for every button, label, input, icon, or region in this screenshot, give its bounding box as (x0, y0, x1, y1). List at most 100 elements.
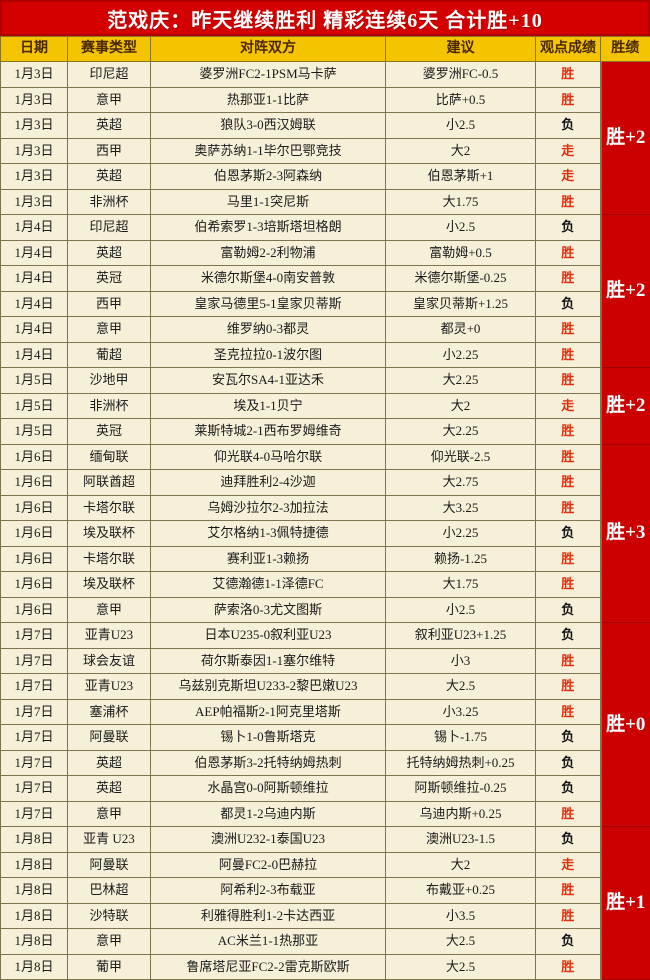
cell-type: 巴林超 (68, 878, 151, 904)
cell-advice: 小2.5 (386, 215, 536, 241)
cell-type: 西甲 (68, 291, 151, 317)
column-header-date[interactable]: 日期 (1, 37, 68, 62)
cell-advice: 大2.5 (386, 954, 536, 980)
cell-advice: 托特纳姆热刺+0.25 (386, 750, 536, 776)
cell-match: 艾尔格纳1-3佩特捷德 (151, 521, 386, 547)
cell-match: AEP帕福斯2-1阿克里塔斯 (151, 699, 386, 725)
cell-date: 1月5日 (1, 368, 68, 394)
cell-type: 意甲 (68, 87, 151, 113)
cell-advice: 大2.25 (386, 368, 536, 394)
column-header-advice[interactable]: 建议 (386, 37, 536, 62)
column-header-match[interactable]: 对阵双方 (151, 37, 386, 62)
cell-match: 荷尔斯泰因1-1塞尔维特 (151, 648, 386, 674)
cell-advice: 大1.75 (386, 572, 536, 598)
cell-type: 非洲杯 (68, 393, 151, 419)
cell-result: 负 (536, 521, 601, 547)
cell-type: 缅甸联 (68, 444, 151, 470)
cell-type: 葡超 (68, 342, 151, 368)
cell-advice: 大2 (386, 138, 536, 164)
cell-date: 1月8日 (1, 929, 68, 955)
cell-type: 卡塔尔联 (68, 495, 151, 521)
cell-result: 胜 (536, 674, 601, 700)
cell-result: 胜 (536, 801, 601, 827)
cell-result: 走 (536, 852, 601, 878)
cell-result: 负 (536, 113, 601, 139)
cell-type: 亚青U23 (68, 623, 151, 649)
cell-date: 1月4日 (1, 317, 68, 343)
cell-advice: 米德尔斯堡-0.25 (386, 266, 536, 292)
cell-type: 卡塔尔联 (68, 546, 151, 572)
cell-type: 英超 (68, 750, 151, 776)
cell-match: 阿曼FC2-0巴赫拉 (151, 852, 386, 878)
cell-result: 胜 (536, 240, 601, 266)
cell-streak: 胜+0 (601, 623, 650, 827)
column-header-streak[interactable]: 胜绩 (601, 37, 650, 62)
cell-result: 胜 (536, 189, 601, 215)
cell-date: 1月6日 (1, 572, 68, 598)
cell-result: 胜 (536, 62, 601, 88)
cell-date: 1月3日 (1, 87, 68, 113)
page-title: 范戏庆：昨天继续胜利 精彩连续6天 合计胜+10 (107, 4, 542, 33)
cell-result: 胜 (536, 954, 601, 980)
cell-type: 意甲 (68, 597, 151, 623)
cell-advice: 大2.5 (386, 674, 536, 700)
cell-type: 亚青 U23 (68, 827, 151, 853)
cell-match: 鲁席塔尼亚FC2-2雷克斯欧斯 (151, 954, 386, 980)
cell-date: 1月6日 (1, 521, 68, 547)
cell-advice: 小3 (386, 648, 536, 674)
cell-streak: 胜+2 (601, 215, 650, 368)
cell-streak: 胜+3 (601, 444, 650, 623)
cell-result: 胜 (536, 903, 601, 929)
cell-type: 意甲 (68, 317, 151, 343)
header-row: 日期 赛事类型 对阵双方 建议 观点成绩 胜绩 (1, 37, 650, 62)
cell-date: 1月6日 (1, 495, 68, 521)
cell-type: 西甲 (68, 138, 151, 164)
cell-advice: 阿斯顿维拉-0.25 (386, 776, 536, 802)
cell-result: 走 (536, 138, 601, 164)
cell-match: 日本U235-0叙利亚U23 (151, 623, 386, 649)
table-header: 日期 赛事类型 对阵双方 建议 观点成绩 胜绩 (1, 37, 650, 62)
cell-advice: 澳洲U23-1.5 (386, 827, 536, 853)
cell-match: 迪拜胜利2-4沙迦 (151, 470, 386, 496)
cell-type: 亚青U23 (68, 674, 151, 700)
cell-match: 水晶宫0-0阿斯顿维拉 (151, 776, 386, 802)
cell-advice: 布戴亚+0.25 (386, 878, 536, 904)
cell-match: 富勒姆2-2利物浦 (151, 240, 386, 266)
column-header-result[interactable]: 观点成绩 (536, 37, 601, 62)
cell-match: 伯恩茅斯3-2托特纳姆热刺 (151, 750, 386, 776)
cell-type: 英超 (68, 164, 151, 190)
cell-advice: 大2 (386, 393, 536, 419)
cell-advice: 赖扬-1.25 (386, 546, 536, 572)
cell-result: 走 (536, 393, 601, 419)
cell-streak: 胜+1 (601, 827, 650, 980)
cell-date: 1月3日 (1, 164, 68, 190)
cell-advice: 大2.75 (386, 470, 536, 496)
cell-date: 1月7日 (1, 750, 68, 776)
cell-match: AC米兰1-1热那亚 (151, 929, 386, 955)
cell-date: 1月6日 (1, 546, 68, 572)
cell-match: 都灵1-2乌迪内斯 (151, 801, 386, 827)
cell-streak: 胜+2 (601, 368, 650, 445)
cell-advice: 婆罗洲FC-0.5 (386, 62, 536, 88)
cell-date: 1月8日 (1, 903, 68, 929)
cell-advice: 比萨+0.5 (386, 87, 536, 113)
cell-advice: 小2.5 (386, 597, 536, 623)
cell-match: 婆罗洲FC2-1PSM马卡萨 (151, 62, 386, 88)
column-header-type[interactable]: 赛事类型 (68, 37, 151, 62)
cell-advice: 小3.5 (386, 903, 536, 929)
cell-advice: 大2 (386, 852, 536, 878)
cell-match: 维罗纳0-3都灵 (151, 317, 386, 343)
